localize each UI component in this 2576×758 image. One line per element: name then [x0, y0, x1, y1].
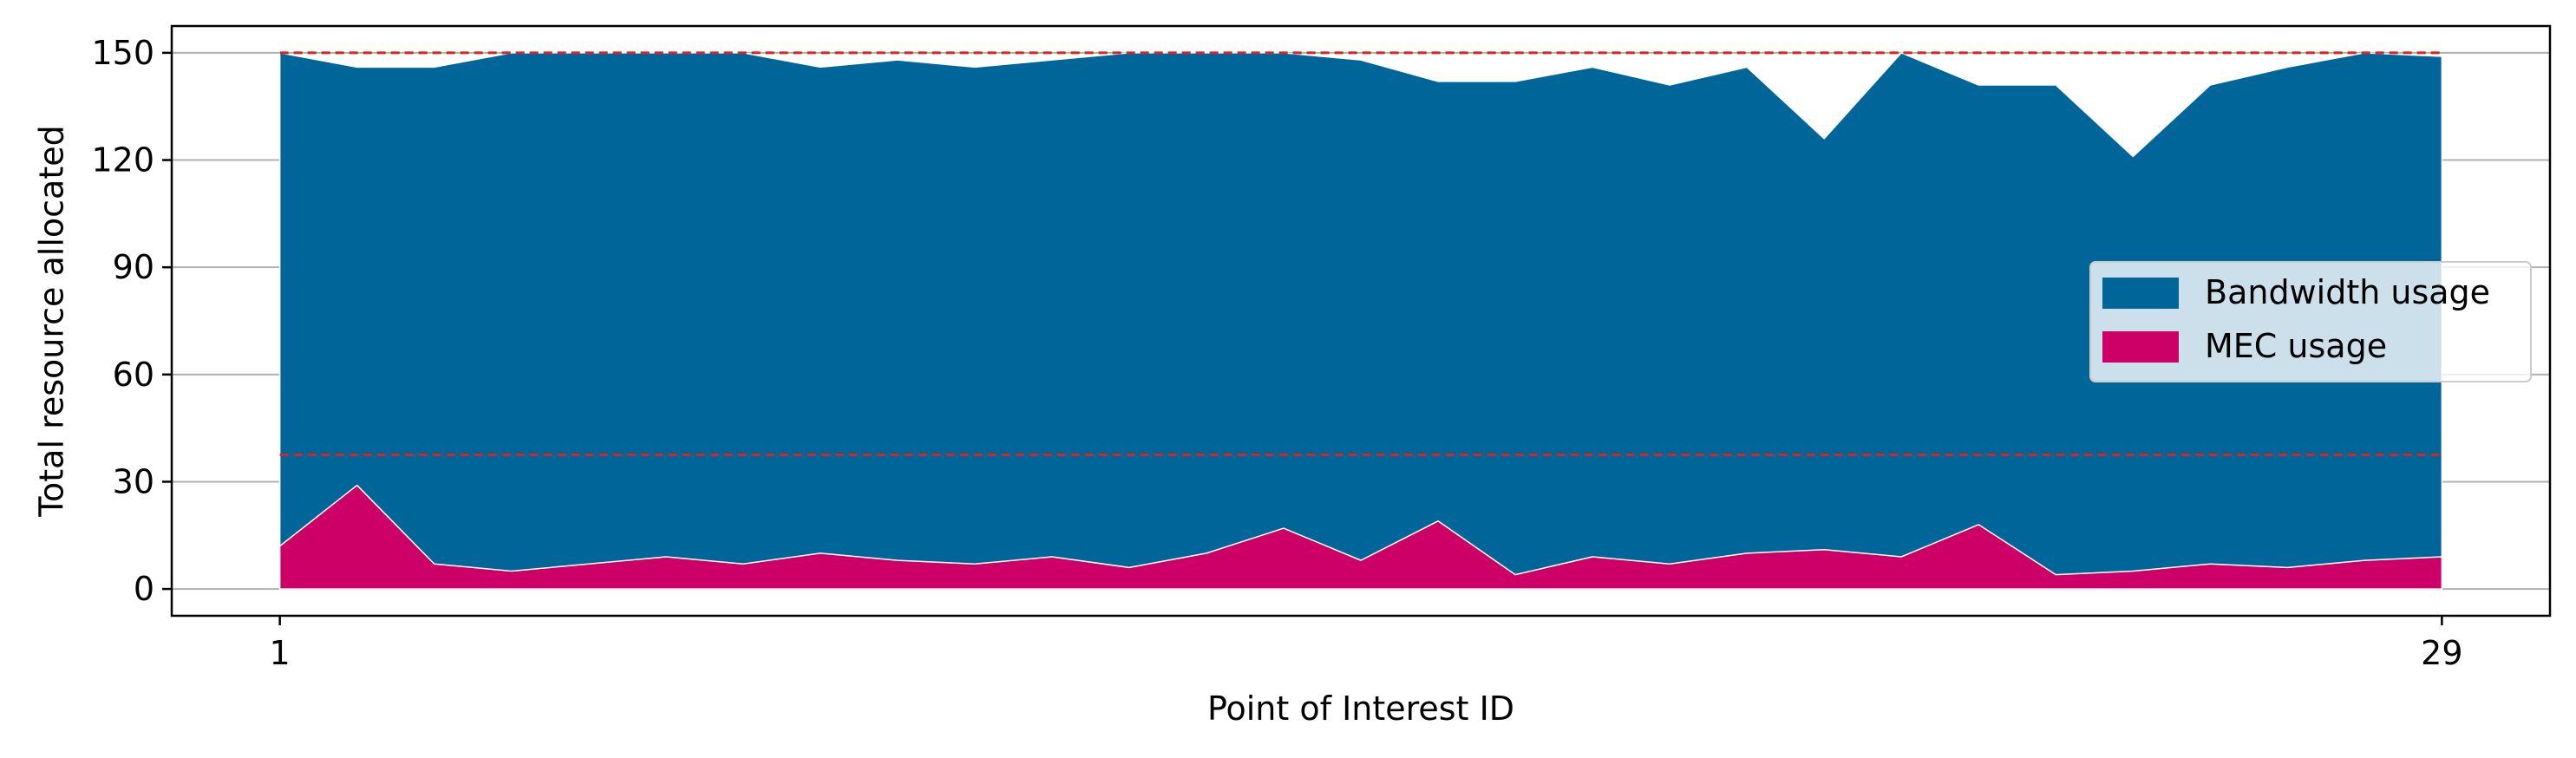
x-axis-label: Point of Interest ID — [1207, 689, 1514, 728]
y-tick-label-60: 60 — [113, 356, 154, 394]
legend-swatch-1 — [2102, 278, 2179, 309]
legend: Bandwidth usage MEC usage — [2090, 262, 2531, 382]
y-tick-label-90: 90 — [113, 248, 154, 286]
y-axis-label: Total resource allocated — [33, 125, 71, 518]
x-tick-label-29: 29 — [2421, 634, 2462, 672]
y-tick-label-0: 0 — [134, 570, 154, 608]
legend-label-2: MEC usage — [2205, 327, 2387, 365]
y-tick-label-120: 120 — [91, 141, 154, 180]
x-tick-label-1: 1 — [270, 634, 291, 672]
y-tick-label-30: 30 — [113, 462, 154, 500]
legend-swatch-2 — [2102, 331, 2179, 363]
y-tick-label-150: 150 — [91, 34, 154, 72]
legend-label-1: Bandwidth usage — [2205, 273, 2490, 311]
